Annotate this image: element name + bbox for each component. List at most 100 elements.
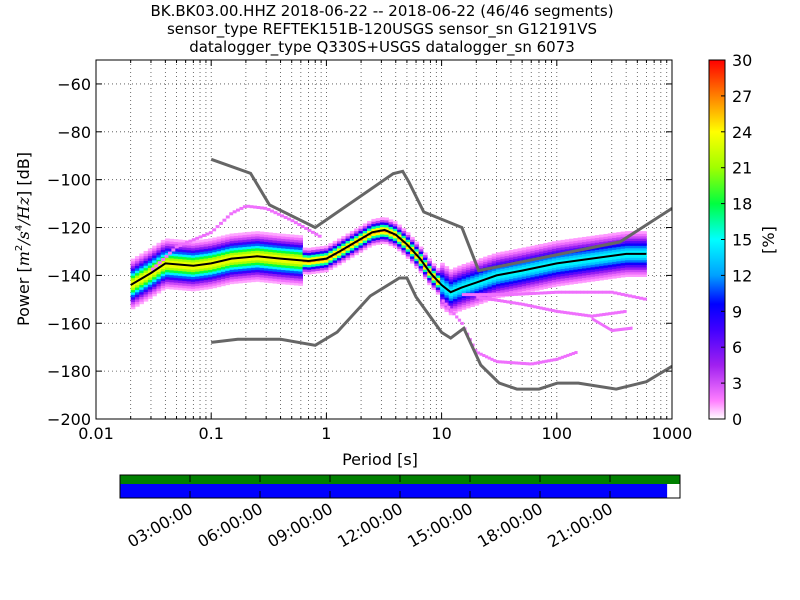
heatmap-cell — [263, 253, 269, 257]
heatmap-cell — [573, 266, 579, 270]
heatmap-cell — [379, 236, 385, 240]
outlier-cell — [548, 308, 552, 312]
heatmap-cell — [620, 245, 626, 249]
heatmap-cell — [220, 276, 226, 279]
heatmap-cell — [444, 278, 450, 281]
heatmap-cell — [633, 257, 639, 261]
heatmap-cell — [285, 265, 291, 269]
heatmap-cell — [233, 240, 239, 244]
heatmap-cell — [139, 260, 144, 264]
heatmap-cell — [534, 268, 540, 272]
heatmap-cell — [242, 277, 248, 281]
heatmap-cell — [543, 262, 548, 265]
heatmap-cell — [603, 269, 609, 273]
outlier-cell — [533, 305, 537, 309]
heatmap-cell — [143, 282, 149, 285]
heatmap-cell — [629, 255, 634, 258]
heatmap-cell — [268, 239, 273, 243]
heatmap-cell — [238, 273, 243, 277]
heatmap-cell — [392, 228, 398, 232]
heatmap-cell — [616, 234, 622, 238]
heatmap-cell — [418, 253, 424, 257]
heatmap-cell — [431, 284, 437, 288]
heatmap-cell — [453, 281, 458, 285]
heatmap-cell — [190, 278, 196, 282]
heatmap-cell — [470, 265, 475, 269]
heatmap-cell — [134, 277, 140, 281]
heatmap-cell — [599, 251, 604, 255]
heatmap-cell — [160, 283, 166, 286]
outlier-cell — [599, 313, 603, 317]
heatmap-cell — [165, 248, 170, 251]
heatmap-cell — [152, 283, 157, 287]
outlier-cell — [576, 290, 581, 294]
heatmap-cell — [319, 265, 325, 269]
heatmap-cell — [289, 272, 295, 276]
outlier-cell — [444, 302, 448, 306]
heatmap-cell — [345, 233, 351, 237]
heatmap-cell — [534, 263, 540, 267]
heatmap-cell — [203, 277, 209, 281]
heatmap-cell — [195, 242, 200, 246]
heatmap-cell — [195, 276, 200, 279]
heatmap-cell — [246, 265, 252, 269]
heatmap-cell — [405, 251, 411, 255]
heatmap-cell — [302, 261, 308, 265]
heatmap-cell — [156, 276, 162, 280]
heatmap-cell — [186, 254, 192, 258]
heatmap-cell — [169, 255, 175, 259]
outlier-cell — [515, 301, 519, 305]
outlier-cell — [544, 359, 548, 363]
heatmap-cell — [581, 265, 587, 269]
heatmap-cell — [461, 268, 467, 272]
heatmap-cell — [603, 272, 609, 276]
heatmap-cell — [543, 259, 548, 263]
heatmap-cell — [414, 260, 420, 264]
heatmap-cell — [147, 291, 153, 295]
heatmap-cell — [637, 250, 643, 254]
heatmap-cell — [276, 264, 282, 268]
heatmap-cell — [487, 271, 493, 275]
heatmap-cell — [272, 264, 278, 267]
heatmap-cell — [229, 278, 235, 282]
heatmap-cell — [199, 282, 205, 286]
heatmap-cell — [474, 276, 480, 280]
heatmap-cell — [521, 288, 527, 291]
outlier-cell — [609, 290, 614, 294]
heatmap-cell — [229, 264, 235, 268]
heatmap-cell — [251, 257, 256, 261]
heatmap-cell — [594, 251, 600, 255]
heatmap-cell — [242, 251, 248, 255]
heatmap-cell — [465, 262, 471, 266]
heatmap-cell — [496, 283, 501, 287]
heatmap-cell — [341, 240, 346, 244]
heatmap-cell — [229, 274, 235, 277]
heatmap-cell — [379, 241, 385, 244]
heatmap-cell — [147, 269, 153, 273]
heatmap-cell — [263, 241, 269, 245]
heatmap-cell — [242, 268, 248, 271]
heatmap-cell — [496, 261, 501, 265]
heatmap-cell — [457, 277, 463, 281]
heatmap-cell — [526, 280, 531, 283]
heatmap-cell — [165, 276, 170, 280]
heatmap-cell — [637, 274, 643, 277]
heatmap-cell — [349, 247, 355, 251]
heatmap-cell — [289, 239, 295, 243]
heatmap-cell — [388, 221, 394, 225]
heatmap-cell — [379, 219, 385, 223]
outlier-cell — [587, 314, 591, 318]
outlier-cell — [476, 295, 480, 299]
heatmap-cell — [642, 235, 647, 239]
heatmap-cell — [504, 250, 510, 254]
heatmap-cell — [496, 257, 501, 260]
outlier-cell — [488, 297, 492, 301]
heatmap-cell — [220, 247, 226, 251]
heatmap-cell — [336, 252, 342, 256]
heatmap-cell — [242, 280, 248, 283]
heatmap-cell — [478, 260, 484, 264]
heatmap-cell — [642, 231, 647, 234]
heatmap-cell — [147, 284, 153, 288]
psd-coverage-bar — [120, 484, 668, 498]
heatmap-cell — [526, 282, 531, 286]
